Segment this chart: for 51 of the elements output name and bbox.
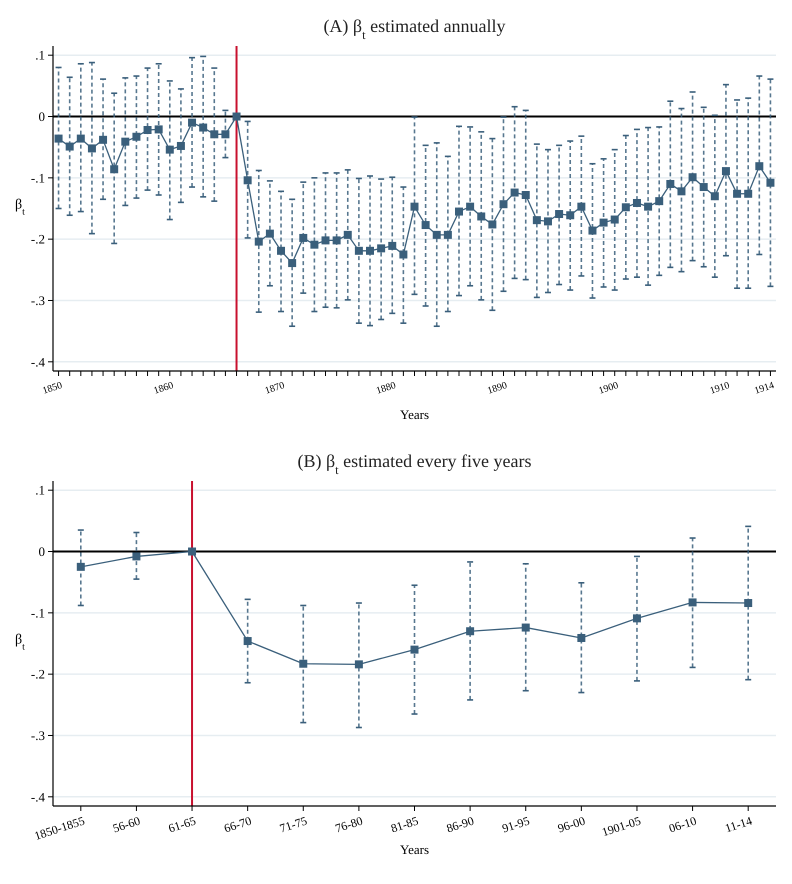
y-tick-label: -.3 (30, 728, 45, 744)
x-tick-label: 1890 (486, 380, 509, 397)
x-tick-label: 1901-05 (600, 814, 642, 840)
x-axis-title: Years (400, 407, 430, 422)
x-tick-label: 1914 (753, 380, 776, 397)
y-tick-label: -.4 (30, 789, 46, 804)
y-tick-label: -.2 (30, 666, 45, 682)
x-tick-label: 1850 (41, 380, 64, 397)
x-tick-label: 66-70 (222, 814, 254, 836)
x-tick-label: 11-14 (723, 814, 754, 836)
point (744, 599, 752, 608)
x-tick-label: 1900 (597, 380, 620, 397)
point (354, 660, 363, 668)
x-tick-label: 86-90 (444, 814, 476, 836)
y-tick-label: -.1 (30, 170, 45, 186)
point (76, 562, 85, 571)
point (299, 660, 308, 668)
x-tick-label: 91-95 (500, 814, 532, 836)
y-tick-label: .1 (35, 482, 45, 498)
x-tick-label: 1880 (374, 380, 398, 397)
point (522, 624, 530, 632)
point (577, 634, 586, 642)
x-tick-label: 76-80 (333, 814, 364, 836)
x-tick-label: 1860 (152, 380, 175, 397)
y-tick-label: .1 (35, 48, 45, 63)
y-tick-label: 0 (38, 544, 45, 560)
x-tick-label: 56-60 (110, 814, 142, 836)
y-axis-title: β$_{t}$ (15, 632, 26, 652)
x-tick-label: 71-75 (278, 814, 309, 836)
point (466, 627, 474, 636)
x-tick-label: 96-00 (556, 814, 587, 836)
chart-title: (A) β$_{t}$ estimated annually (323, 16, 506, 42)
x-tick-label: 1870 (264, 380, 286, 397)
y-axis-title: β$_{t}$ (15, 198, 26, 217)
x-tick-label: 1910 (708, 380, 732, 397)
point (132, 552, 140, 560)
x-axis-title: Years (400, 842, 430, 857)
x-tick-label: 06-10 (667, 814, 698, 836)
point (188, 548, 196, 556)
point (632, 614, 641, 622)
y-tick-label: 0 (38, 109, 45, 124)
chart-title: (B) β$_{t}$ estimated every five years (297, 451, 532, 477)
point (244, 637, 252, 646)
y-tick-label: -.2 (30, 232, 45, 247)
point (688, 598, 697, 606)
y-tick-label: -.3 (30, 293, 45, 308)
y-tick-label: -.4 (30, 354, 46, 370)
point (410, 646, 418, 654)
x-tick-label: 61-65 (166, 814, 198, 836)
y-tick-label: -.1 (30, 605, 45, 620)
x-tick-label: 81-85 (389, 814, 420, 836)
